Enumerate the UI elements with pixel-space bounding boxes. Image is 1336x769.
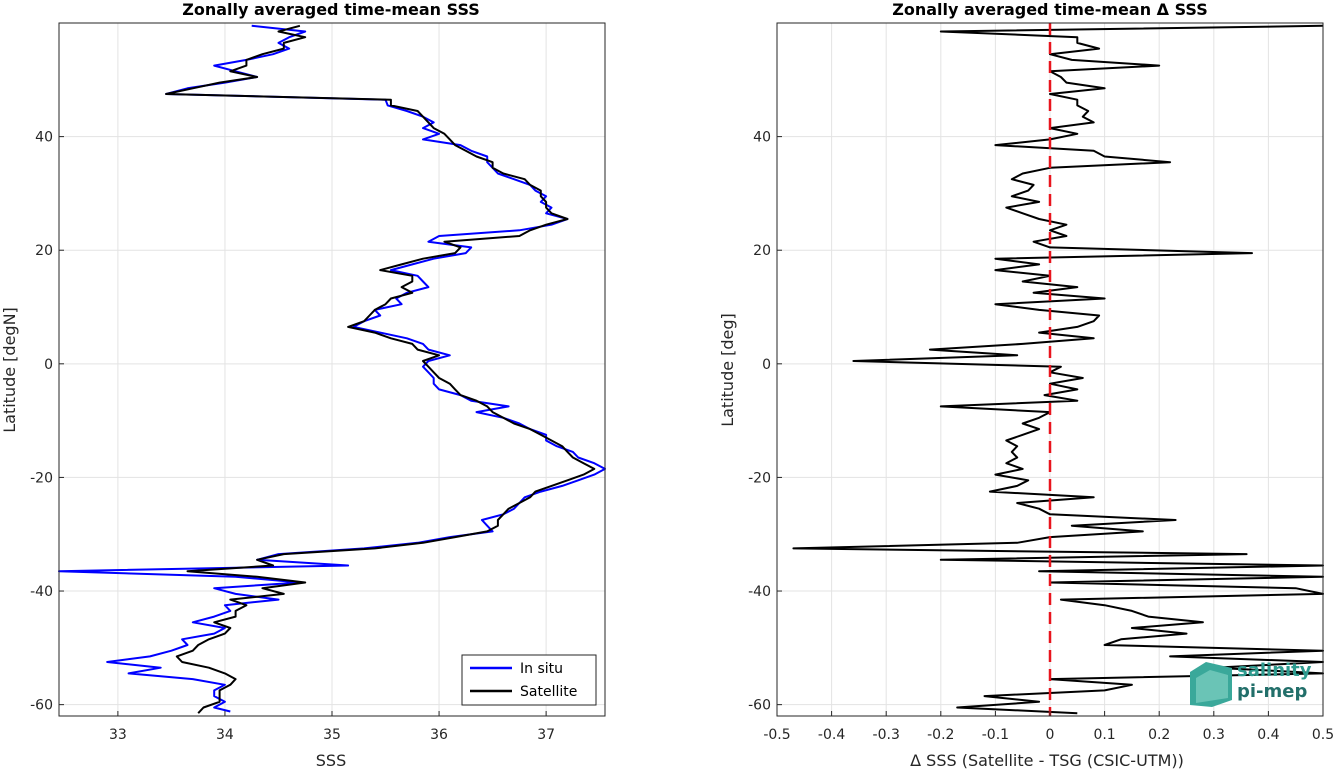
sss-y-tick-label: 40 — [35, 130, 53, 146]
sss-x-ticks: 33 34 35 36 37 — [109, 711, 555, 743]
sss-x-axis-label: SSS — [316, 751, 346, 769]
delta-sss-x-tick-label: -0.3 — [873, 727, 900, 743]
delta-sss-x-tick-label: 0.4 — [1257, 727, 1279, 743]
sss-panel: 33 34 35 36 37 -60 -40 -20 0 20 40 Zonally averag… — [0, 0, 606, 769]
sss-y-ticks: -60 -40 -20 0 20 40 — [30, 130, 64, 714]
delta-sss-x-tick-label: 0.3 — [1203, 727, 1225, 743]
delta-sss-x-ticks: -0.5 -0.4 -0.3 -0.2 -0.1 0 0.1 0.2 0.3 0.4 0.5 — [763, 711, 1334, 743]
delta-sss-y-tick-label: -40 — [748, 584, 771, 600]
sss-legend-box — [461, 654, 597, 706]
sss-y-axis-label: Latitude [degN] — [0, 307, 19, 433]
sss-series-lines — [58, 24, 606, 714]
sss-y-tick-label: 20 — [35, 243, 53, 259]
sss-y-tick-label: -20 — [30, 470, 53, 486]
delta-sss-x-tick-label: -0.4 — [818, 727, 845, 743]
delta-sss-y-ticks: -60 -40 -20 0 20 40 — [748, 130, 782, 714]
delta-sss-x-tick-label: -0.5 — [763, 727, 790, 743]
delta-sss-series-lines — [792, 24, 1324, 715]
delta-sss-x-tick-label: 0.2 — [1148, 727, 1170, 743]
delta-sss-x-tick-label: -0.1 — [982, 727, 1009, 743]
delta-sss-y-axis-label: Latitude [deg] — [718, 313, 737, 427]
sss-x-tick-label: 35 — [323, 727, 341, 743]
logo-text-pi-mep: pi-mep — [1237, 681, 1307, 702]
delta-sss-y-tick-label: -20 — [748, 470, 771, 486]
sss-x-tick-label: 34 — [216, 727, 234, 743]
sss-y-tick-label: -40 — [30, 584, 53, 600]
sss-x-tick-label: 36 — [430, 727, 448, 743]
sss-grid — [59, 23, 605, 716]
delta-sss-y-tick-label: -60 — [748, 698, 771, 714]
legend-label-in-situ: In situ — [520, 661, 563, 677]
sss-chart-title: Zonally averaged time-mean SSS — [182, 0, 480, 19]
legend-label-satellite: Satellite — [520, 684, 577, 700]
sss-x-tick-label: 33 — [109, 727, 127, 743]
logo-wave-highlight — [1196, 670, 1228, 703]
delta-sss-line-series-0 — [792, 24, 1324, 715]
delta-sss-x-tick-label: 0 — [1046, 727, 1055, 743]
salinity-pi-mep-logo: salinity pi-mep — [1190, 660, 1312, 707]
delta-sss-x-axis-label: Δ SSS (Satellite - TSG (CSIC-UTM)) — [910, 751, 1184, 769]
sss-y-tick-label: 0 — [44, 357, 53, 373]
sss-x-tick-label: 37 — [537, 727, 555, 743]
delta-sss-y-tick-label: 0 — [762, 357, 771, 373]
delta-sss-chart-title: Zonally averaged time-mean Δ SSS — [892, 0, 1208, 19]
sss-line-satellite — [165, 24, 596, 714]
sss-line-in-situ — [58, 24, 606, 713]
delta-sss-x-tick-label: -0.2 — [927, 727, 954, 743]
delta-sss-y-tick-label: 20 — [753, 243, 771, 259]
delta-sss-x-tick-label: 0.1 — [1093, 727, 1115, 743]
delta-sss-panel: -0.5 -0.4 -0.3 -0.2 -0.1 0 0.1 0.2 0.3 0.4 0.5 -60… — [718, 0, 1334, 769]
delta-sss-grid — [776, 23, 1324, 716]
sss-legend: In situ Satellite — [461, 654, 597, 706]
delta-sss-y-tick-label: 40 — [753, 130, 771, 146]
logo-text-salinity: salinity — [1237, 660, 1312, 681]
sss-y-tick-label: -60 — [30, 698, 53, 714]
delta-sss-x-tick-label: 0.5 — [1312, 727, 1334, 743]
